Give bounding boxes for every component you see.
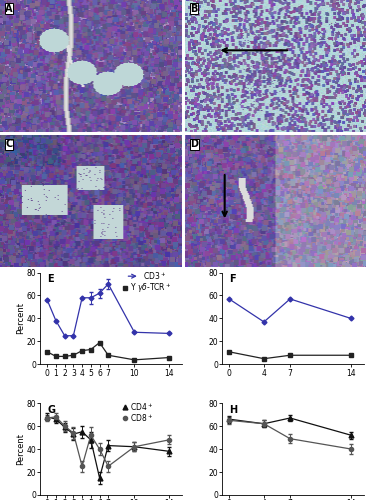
Text: E: E [47,274,54,284]
Text: C: C [5,139,13,149]
Y-axis label: Percent: Percent [16,302,25,334]
Text: CD8$^+$: CD8$^+$ [130,412,153,424]
Text: D: D [190,139,198,149]
Text: H: H [229,405,237,415]
Text: $\Upsilon$ $\gamma\delta$-TCR$^+$: $\Upsilon$ $\gamma\delta$-TCR$^+$ [130,282,171,295]
Text: CD3$^+$: CD3$^+$ [142,270,166,282]
Text: B: B [190,4,198,14]
Text: CD4$^+$: CD4$^+$ [130,401,153,412]
Text: F: F [229,274,236,284]
Y-axis label: Percent: Percent [16,433,25,465]
Text: G: G [47,405,55,415]
Text: A: A [5,4,13,14]
